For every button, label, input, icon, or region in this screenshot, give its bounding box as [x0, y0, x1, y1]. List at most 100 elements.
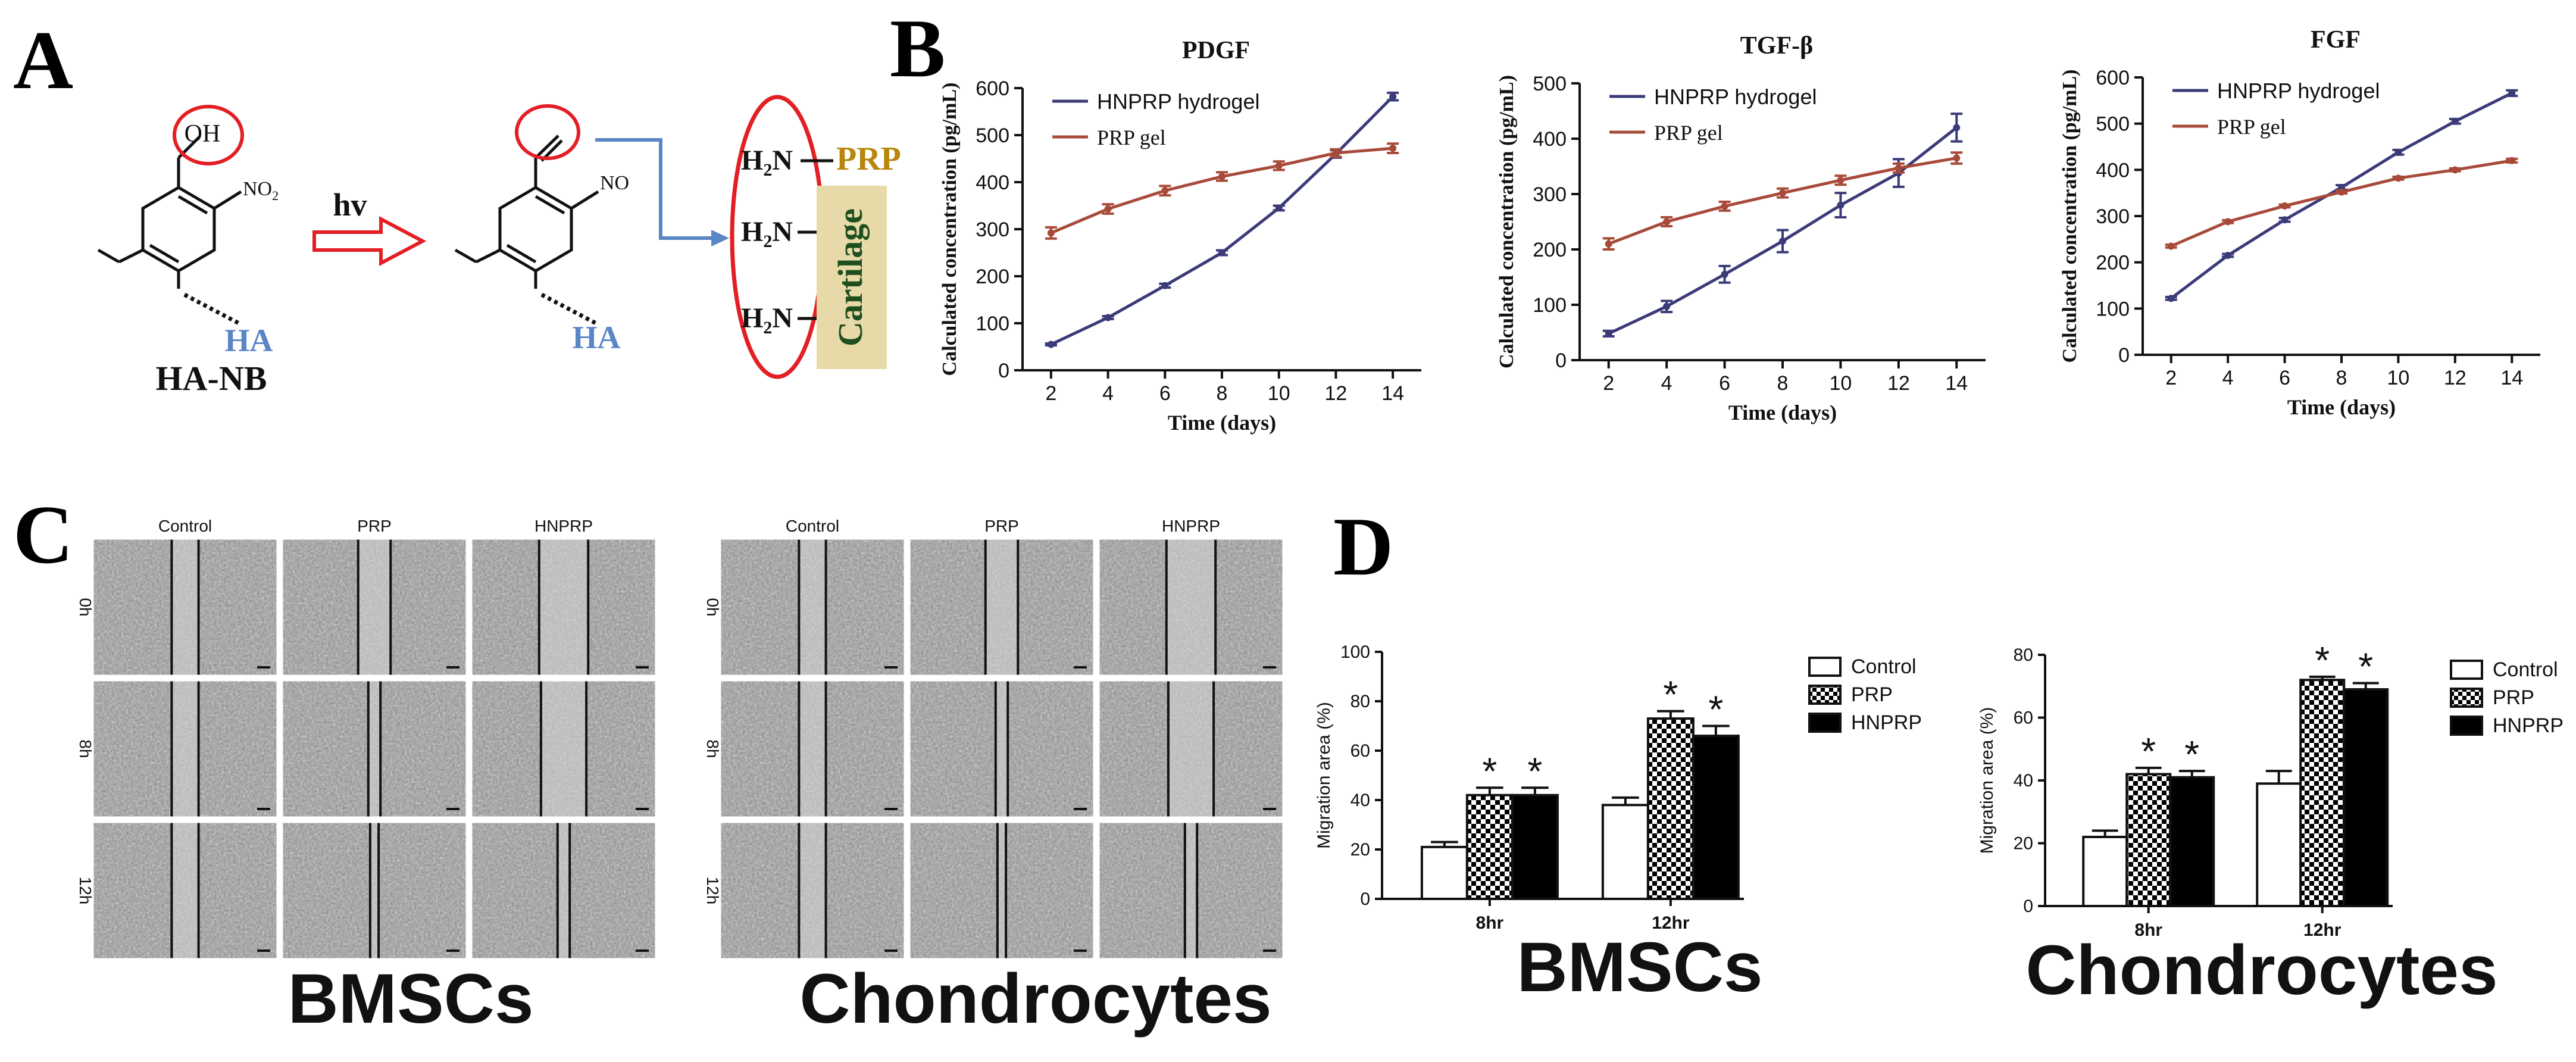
data-point — [1218, 173, 1226, 180]
y-tick-label: 100 — [1533, 294, 1567, 317]
ha-left-label: HA — [225, 323, 273, 358]
y-tick-label: 100 — [976, 313, 1009, 335]
scheme-labels: OH NO2 NO hv HA HA HA-NB H2N H2N H2N PRP… — [156, 120, 901, 398]
legend-swatch — [1808, 685, 1842, 705]
amine-h-1: H — [741, 145, 763, 176]
significance-marker: * — [1527, 749, 1542, 792]
scratch-gap — [171, 680, 199, 817]
scratch-gap — [370, 822, 379, 959]
panel-label-b: B — [890, 2, 945, 95]
y-tick-label: 200 — [2096, 252, 2130, 274]
cartilage-label: Cartilage — [831, 208, 870, 346]
nitro-label: NO2 — [243, 178, 279, 203]
legend-label: PRP — [2493, 686, 2534, 709]
x-tick-label: 10 — [1830, 372, 1852, 395]
y-tick-label: 500 — [976, 124, 1009, 147]
panel-label-d: D — [1333, 501, 1393, 593]
row-label: 12h — [704, 877, 722, 905]
legend-label: HNPRP hydrogel — [1097, 89, 1259, 114]
column-label: PRP — [984, 517, 1019, 535]
x-tick-label: 4 — [2222, 367, 2234, 389]
micrograph — [281, 679, 468, 819]
micrograph-frame — [470, 538, 657, 677]
data-point — [1837, 176, 1845, 184]
amine-h-2: H — [741, 216, 763, 248]
bar — [1511, 794, 1559, 900]
y-tick-label: 20 — [1350, 840, 1370, 860]
reaction-arrow-icon — [312, 216, 427, 266]
data-point — [1275, 162, 1283, 170]
data-point — [1663, 302, 1671, 310]
bar — [1601, 804, 1649, 901]
y-tick-label: 400 — [1533, 128, 1567, 151]
y-tick-label: 400 — [976, 171, 1009, 194]
data-point — [2508, 157, 2516, 164]
prp-label: PRP — [836, 140, 901, 177]
legend-label: Control — [1851, 655, 1917, 678]
panel-label-c: C — [13, 489, 73, 581]
micrograph — [1098, 538, 1284, 677]
data-point — [1895, 164, 1902, 172]
data-point — [1953, 124, 1961, 132]
data-point — [1389, 93, 1397, 101]
y-tick-label: 40 — [1350, 791, 1370, 810]
x-tick-label: 8 — [2336, 367, 2347, 389]
data-point — [1953, 154, 1961, 162]
data-point — [2281, 216, 2289, 224]
scratch-gap — [539, 539, 589, 676]
data-point — [1837, 201, 1845, 209]
x-tick-label: 14 — [2500, 367, 2523, 389]
y-axis-label: Calculated concentration (pg/mL) — [2059, 70, 2081, 363]
x-tick-label: 2 — [1603, 372, 1614, 395]
micrograph — [92, 679, 279, 819]
y-tick-label: 80 — [1350, 692, 1370, 711]
y-tick-label: 20 — [2014, 834, 2033, 854]
nitroso-label: NO — [600, 172, 629, 194]
micrograph-frame — [908, 679, 1095, 819]
legend-label: HNPRP — [2493, 714, 2564, 737]
data-point — [2394, 174, 2402, 182]
x-tick-label: 12 — [1325, 382, 1348, 405]
x-tick-label: 8 — [1777, 372, 1789, 395]
data-point — [2167, 295, 2175, 302]
micrograph-frame — [1098, 679, 1284, 819]
ha-nb-molecule — [97, 136, 242, 327]
legend-label: PRP — [1851, 683, 1893, 706]
series-line — [2170, 159, 2512, 248]
aldehyde-molecule — [454, 135, 599, 327]
reaction-scheme — [97, 95, 887, 379]
micrograph-frame — [908, 821, 1095, 960]
x-tick-label: 6 — [1719, 372, 1730, 395]
scratch-grid-0: Control PRP HNPRP 0h 8h 12h BMSCs — [76, 517, 657, 1038]
micrograph — [470, 821, 657, 960]
line-chart-1: 0 100 200 300 400 500 2 4 6 8 10 12 14 TGF-β Time (day… — [1496, 32, 1986, 424]
data-point — [1218, 249, 1226, 257]
micrograph — [281, 821, 468, 960]
significance-marker: * — [1482, 749, 1497, 792]
row-label: 8h — [76, 739, 95, 758]
scratch-gap — [799, 822, 826, 959]
y-tick-label: 300 — [2096, 205, 2130, 228]
row-label: 8h — [704, 739, 722, 758]
y-tick-label: 500 — [1533, 73, 1567, 95]
amine-label-2: H2N — [741, 216, 793, 251]
micrograph — [719, 679, 906, 819]
data-point — [1047, 341, 1055, 348]
data-point — [2224, 252, 2232, 260]
x-tick-label: 8hr — [2134, 920, 2162, 940]
scratch-gap — [368, 680, 381, 817]
data-point — [1721, 202, 1728, 210]
chart-title: TGF-β — [1740, 32, 1813, 60]
x-tick-label: 8 — [1217, 382, 1228, 405]
scratch-gap — [995, 680, 1008, 817]
micrograph-frame — [1098, 538, 1284, 677]
y-tick-label: 60 — [1350, 741, 1370, 761]
micrograph — [908, 679, 1095, 819]
x-axis-label: Time (days) — [1728, 401, 1837, 424]
data-point — [1332, 149, 1340, 157]
legend-label: PRP gel — [1654, 121, 1723, 145]
micrograph-frame — [719, 821, 906, 960]
scratch-gap — [540, 680, 587, 817]
